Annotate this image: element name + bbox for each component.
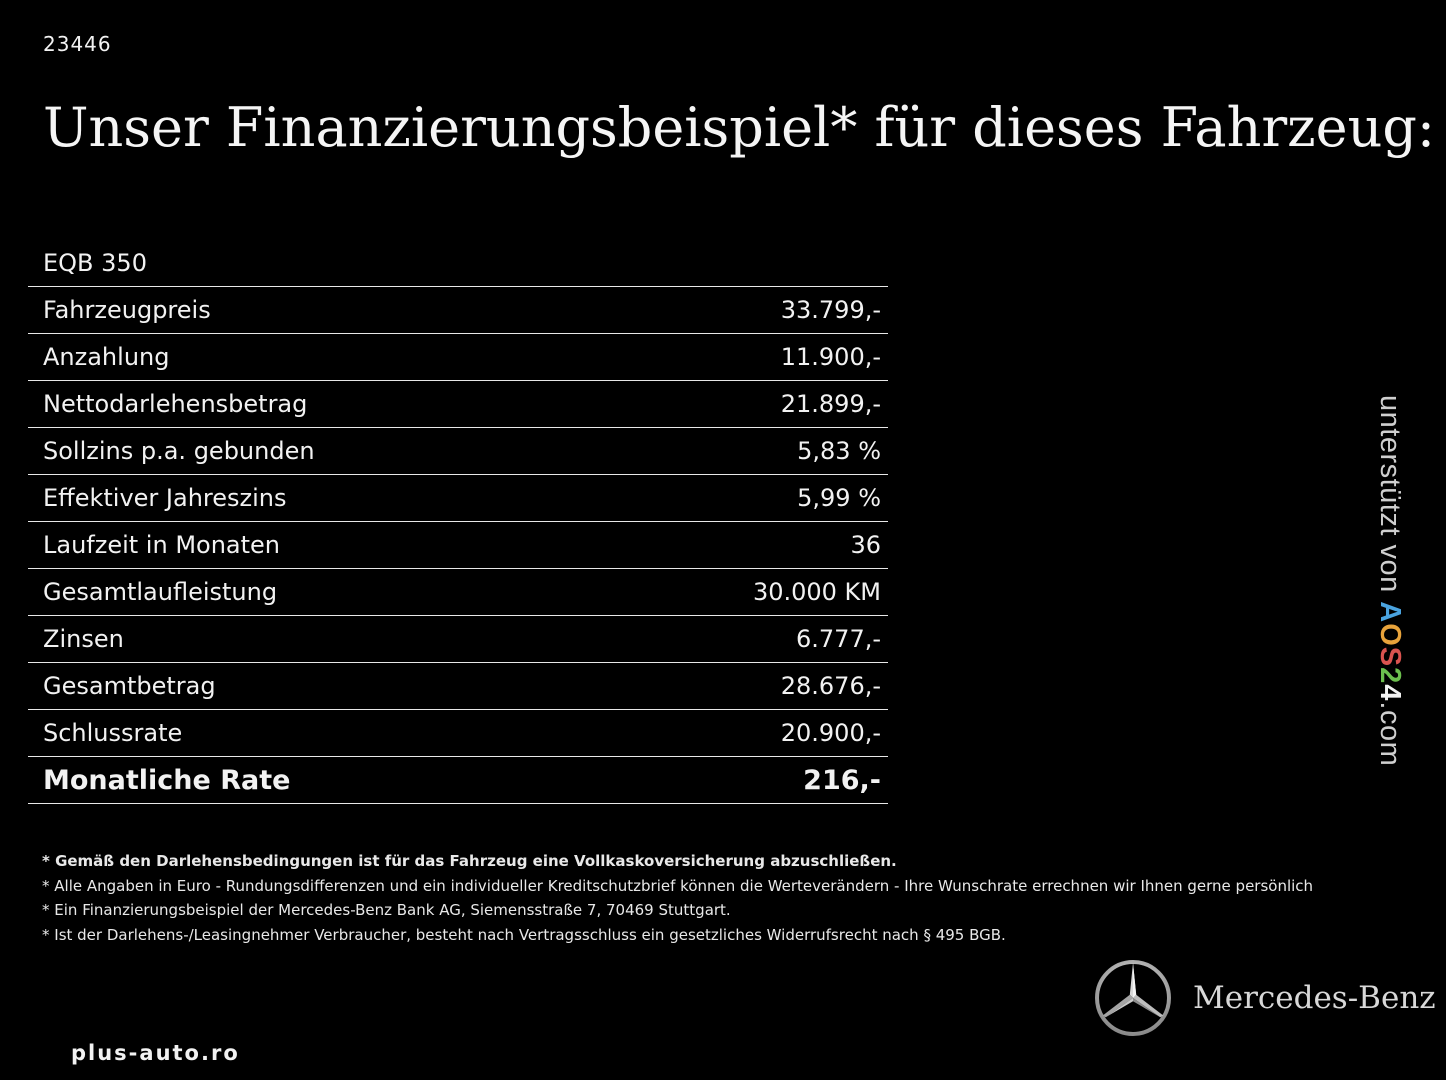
- row-value: 6.777,-: [796, 625, 881, 653]
- total-label: Monatliche Rate: [43, 764, 291, 796]
- financing-table: EQB 350 Fahrzeugpreis 33.799,- Anzahlung…: [28, 240, 888, 804]
- mercedes-benz-wordmark: Mercedes-Benz: [1193, 980, 1436, 1016]
- row-label: Gesamtbetrag: [43, 672, 216, 700]
- footnotes: * Gemäß den Darlehensbedingungen ist für…: [42, 849, 1313, 947]
- row-value: 11.900,-: [780, 343, 881, 371]
- row-sollzins: Sollzins p.a. gebunden 5,83 %: [28, 428, 888, 475]
- aos24-logo-o: O: [1374, 623, 1406, 647]
- row-value: 5,99 %: [797, 484, 881, 512]
- row-value: 36: [850, 531, 881, 559]
- row-value: 33.799,-: [780, 296, 881, 324]
- row-value: 28.676,-: [780, 672, 881, 700]
- row-effektiver-jahreszins: Effektiver Jahreszins 5,99 %: [28, 475, 888, 522]
- row-gesamtbetrag: Gesamtbetrag 28.676,-: [28, 663, 888, 710]
- row-label: Gesamtlaufleistung: [43, 578, 278, 606]
- row-schlussrate: Schlussrate 20.900,-: [28, 710, 888, 757]
- row-value: 21.899,-: [780, 390, 881, 418]
- row-zinsen: Zinsen 6.777,-: [28, 616, 888, 663]
- row-nettodarlehensbetrag: Nettodarlehensbetrag 21.899,-: [28, 381, 888, 428]
- page-title: Unser Finanzierungsbeispiel* für dieses …: [43, 96, 1436, 159]
- row-label: Nettodarlehensbetrag: [43, 390, 308, 418]
- row-label: Fahrzeugpreis: [43, 296, 211, 324]
- row-label: Schlussrate: [43, 719, 183, 747]
- aos24-logo-a: A: [1374, 601, 1406, 624]
- row-label: Anzahlung: [43, 343, 170, 371]
- row-monatliche-rate: Monatliche Rate 216,-: [28, 757, 888, 804]
- model-name: EQB 350: [28, 240, 888, 287]
- row-anzahlung: Anzahlung 11.900,-: [28, 334, 888, 381]
- aos24-logo-s: S: [1374, 646, 1406, 668]
- row-value: 5,83 %: [797, 437, 881, 465]
- footnote-insurance: * Gemäß den Darlehensbedingungen ist für…: [42, 852, 897, 870]
- footnote-euro: * Alle Angaben in Euro - Rundungsdiffere…: [42, 876, 1314, 895]
- row-label: Effektiver Jahreszins: [43, 484, 287, 512]
- row-gesamtlaufleistung: Gesamtlaufleistung 30.000 KM: [28, 569, 888, 616]
- mercedes-star-icon: [1095, 960, 1171, 1036]
- site-watermark: plus-auto.ro: [71, 1041, 240, 1065]
- aos24-sponsor-badge: unterstützt von AOS24.com: [1371, 395, 1411, 795]
- aos24-sponsor-text: unterstützt von AOS24.com: [1373, 395, 1406, 766]
- row-value: 20.900,-: [780, 719, 881, 747]
- row-label: Laufzeit in Monaten: [43, 531, 281, 559]
- row-label: Sollzins p.a. gebunden: [43, 437, 315, 465]
- mercedes-benz-logo: Mercedes-Benz: [1093, 958, 1436, 1038]
- row-value: 30.000 KM: [752, 578, 881, 606]
- row-laufzeit: Laufzeit in Monaten 36: [28, 522, 888, 569]
- sponsor-suffix: .com: [1374, 701, 1406, 767]
- footnote-widerruf: * Ist der Darlehens-/Leasingnehmer Verbr…: [42, 925, 1006, 944]
- aos24-logo: AOS24: [1374, 601, 1406, 701]
- sponsor-prefix: unterstützt von: [1374, 395, 1406, 593]
- aos24-logo-2: 2: [1374, 667, 1406, 685]
- footnote-bank: * Ein Finanzierungsbeispiel der Mercedes…: [42, 901, 731, 919]
- aos24-logo-4: 4: [1374, 684, 1406, 702]
- row-label: Zinsen: [43, 625, 124, 653]
- total-value: 216,-: [803, 764, 881, 796]
- listing-id: 23446: [43, 32, 112, 56]
- row-fahrzeugpreis: Fahrzeugpreis 33.799,-: [28, 287, 888, 334]
